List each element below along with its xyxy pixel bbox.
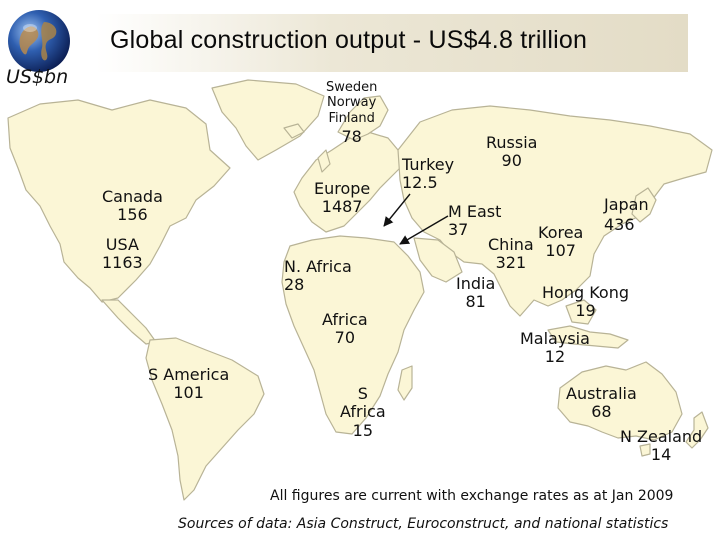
tasmania-shape — [639, 443, 651, 457]
label-australia: Australia 68 — [566, 384, 637, 422]
arabia-shape — [413, 237, 463, 283]
label-usa: USA 1163 — [102, 235, 143, 273]
label-samerica: S America 101 — [148, 365, 230, 403]
australia-shape — [557, 361, 683, 441]
label-russia: Russia 90 — [486, 133, 538, 171]
iceland-shape — [283, 123, 305, 139]
central-america-shape — [101, 299, 157, 345]
south-america-shape — [145, 337, 265, 501]
globe-icon — [8, 10, 70, 72]
new-zealand-shape — [685, 411, 709, 449]
indonesia-shape — [547, 325, 629, 349]
label-safrica: S Africa 15 — [340, 384, 386, 440]
mideast-arrow — [399, 215, 449, 245]
label-hongkong: Hong Kong 19 — [542, 283, 629, 321]
label-africa: Africa 70 — [322, 310, 368, 348]
label-mideast: M East 37 — [448, 202, 502, 240]
label-malaysia: Malaysia 12 — [520, 329, 590, 367]
greenland-shape — [211, 79, 325, 161]
unit-label: US$bn — [6, 66, 69, 88]
label-india: India 81 — [456, 274, 496, 312]
madagascar-shape — [397, 365, 413, 401]
sources-note: Sources of data: Asia Construct, Eurocon… — [178, 516, 669, 532]
page-title: Global construction output - US$4.8 tril… — [110, 26, 588, 54]
label-turkey: Turkey 12.5 — [402, 155, 455, 193]
label-japan-value: 436 — [604, 215, 635, 234]
label-korea: Korea 107 — [538, 223, 584, 261]
north-america-shape — [7, 99, 231, 303]
label-europe: Europe 1487 — [314, 179, 371, 217]
label-japan-name: Japan — [604, 195, 649, 214]
label-china: China 321 — [488, 235, 534, 273]
japan-shape — [631, 187, 657, 223]
label-nordics: Sweden Norway Finland 78 — [326, 80, 378, 146]
uk-shape — [317, 149, 331, 173]
africa-shape — [281, 235, 425, 435]
label-nafrica: N. Africa 28 — [284, 257, 352, 295]
scandinavia-shape — [337, 95, 389, 141]
label-nzealand: N Zealand 14 — [620, 427, 703, 465]
title-band — [96, 14, 688, 72]
turkey-arrow — [383, 193, 411, 227]
footnote: All figures are current with exchange ra… — [270, 488, 674, 504]
label-canada: Canada 156 — [102, 187, 163, 225]
borneo-shape — [565, 299, 597, 325]
